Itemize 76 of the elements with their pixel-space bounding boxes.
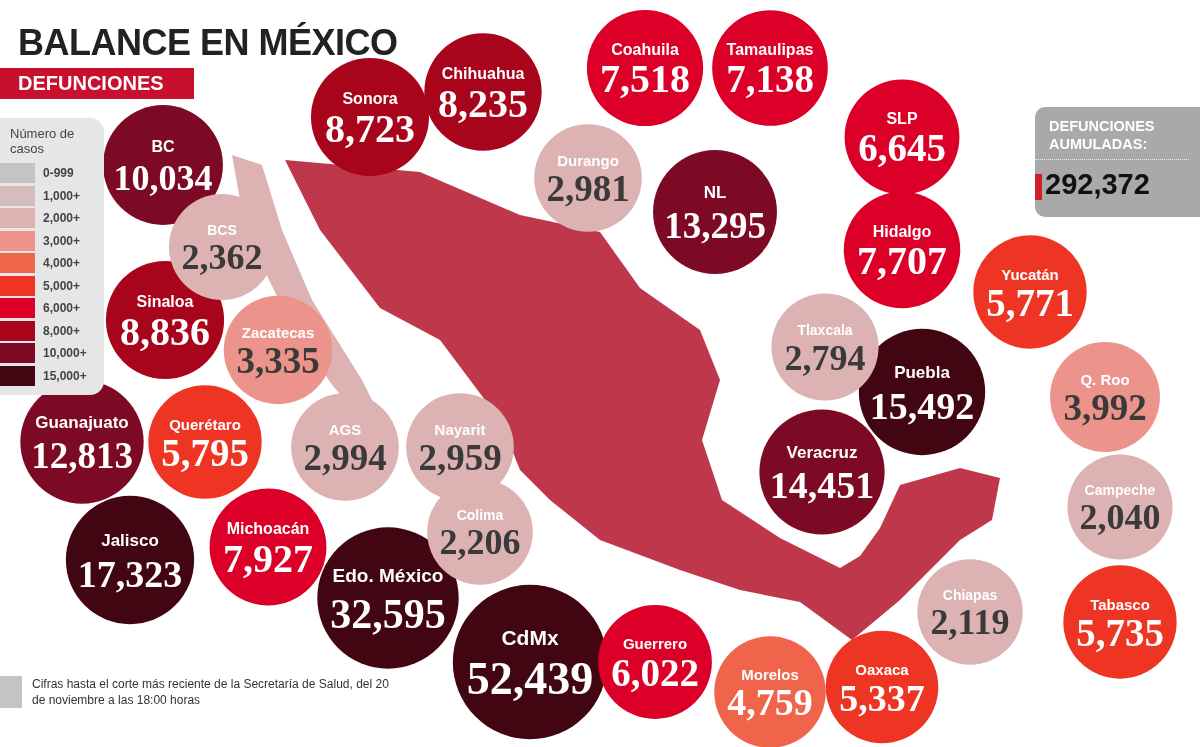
category-label: Zacatecas [241, 324, 315, 342]
data-label: 7,138 [726, 57, 814, 101]
category-label: Hidalgo [872, 223, 932, 241]
data-label: 2,119 [930, 602, 1010, 643]
category-label: Nayarit [434, 421, 486, 439]
legend-title: Número de casos [9, 126, 76, 158]
text: 292,372 [1045, 168, 1150, 200]
category-label: BCS [207, 222, 237, 239]
text: BALANCE EN MÉXICO [18, 22, 398, 64]
data-label: 2,794 [784, 337, 866, 378]
data-label: 8,235 [438, 80, 528, 126]
legend-label: 4,000+ [43, 256, 81, 271]
legend-label: 10,000+ [43, 346, 87, 361]
data-label: 5,735 [1076, 610, 1164, 654]
category-label: Veracruz [786, 443, 858, 463]
data-label: 3,335 [236, 339, 320, 381]
category-label: Sonora [342, 90, 398, 108]
data-label: 5,337 [839, 676, 925, 719]
data-label: 8,836 [120, 308, 210, 354]
data-label: 2,362 [181, 237, 263, 278]
data-label: 8,723 [325, 105, 415, 151]
data-label: 52,439 [466, 653, 594, 705]
data-label: 6,645 [858, 126, 946, 170]
category-label: SLP [886, 110, 918, 128]
text: DEFUNCIONES AUMULADAS: [1035, 107, 1189, 160]
category-label: Coahuila [611, 41, 679, 59]
data-label: 6,022 [611, 650, 699, 694]
category-label: Q. Roo [1080, 370, 1130, 388]
category-label: AGS [328, 421, 362, 439]
data-label: 4,759 [727, 681, 813, 724]
data-label: 32,595 [330, 590, 446, 637]
category-label: Oaxaca [855, 660, 910, 678]
category-label: NL [703, 183, 727, 203]
legend-label: 2,000+ [43, 211, 81, 226]
category-label: CdMx [501, 626, 559, 650]
category-label: Colima [456, 507, 504, 524]
data-label: 7,518 [600, 56, 690, 102]
category-label: Durango [557, 152, 619, 170]
legend-label: 6,000+ [43, 301, 81, 316]
data-label: 15,492 [869, 384, 975, 427]
category-label: Querétaro [169, 415, 241, 433]
category-label: Guanajuato [35, 413, 129, 433]
category-label: Puebla [894, 363, 951, 383]
legend-label: 15,000+ [43, 368, 87, 383]
category-label: Chiapas [942, 587, 998, 604]
text: Cifras hasta el corte más reciente de la Secretaría de Salud, del 20 de noviembre a las 18:00 horas [32, 676, 390, 708]
category-label: Jalisco [101, 530, 159, 550]
data-label: 5,771 [986, 280, 1074, 324]
data-label: 2,206 [439, 522, 521, 563]
data-label: 10,034 [113, 158, 213, 199]
legend-label: 8,000+ [43, 323, 81, 338]
data-label: 2,040 [1079, 497, 1161, 538]
data-label: 13,295 [664, 205, 766, 247]
data-label: 14,451 [769, 464, 875, 507]
category-label: Michoacán [226, 520, 310, 538]
data-label: 17,323 [77, 552, 183, 595]
category-label: Guerrero [622, 635, 688, 653]
legend-label: 3,000+ [43, 233, 81, 248]
category-label: Yucatán [1001, 265, 1059, 283]
category-label: Campeche [1084, 482, 1156, 499]
data-label: 3,992 [1063, 387, 1147, 429]
text: DEFUNCIONES [0, 68, 194, 99]
data-label: 2,994 [303, 436, 387, 478]
category-label: Chihuahua [441, 65, 525, 83]
category-label: Morelos [741, 665, 799, 683]
category-label: Tlaxcala [797, 322, 853, 339]
data-label: 12,813 [31, 434, 133, 476]
legend-label: 0-999 [43, 166, 74, 181]
legend-label: 5,000+ [43, 278, 81, 293]
category-label: BC [151, 137, 175, 155]
category-label: Tamaulipas [726, 41, 814, 59]
category-label: Edo. México [332, 565, 444, 587]
category-label: Sinaloa [136, 293, 194, 310]
category-label: Tabasco [1090, 595, 1150, 613]
legend-label: 1,000+ [43, 188, 81, 203]
data-label: 7,927 [223, 535, 313, 581]
